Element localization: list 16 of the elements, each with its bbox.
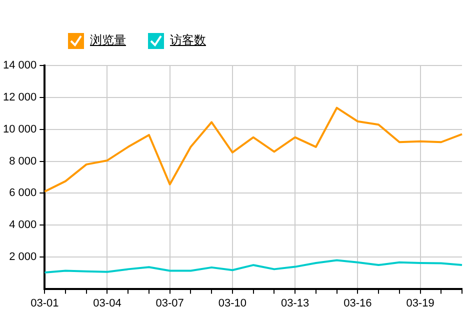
x-tick-label: 03-10 — [218, 297, 247, 310]
y-tick-label: 4 000 — [9, 219, 37, 232]
legend-label: 浏览量 — [90, 32, 126, 49]
x-tick-label: 03-13 — [280, 297, 310, 310]
y-tick-label: 12 000 — [2, 92, 37, 104]
y-tick-label: 2 000 — [9, 250, 37, 263]
y-tick-label: 8 000 — [9, 155, 37, 168]
x-tick-label: 03-07 — [156, 297, 184, 310]
x-tick-label: 03-19 — [406, 297, 434, 310]
x-tick-label: 03-04 — [93, 297, 122, 310]
x-tick-label: 03-01 — [30, 297, 59, 310]
legend-label: 访客数 — [170, 32, 206, 49]
y-tick-label: 14 000 — [2, 60, 37, 72]
y-tick-label: 10 000 — [2, 123, 37, 136]
x-tick-label: 03-16 — [344, 297, 372, 310]
y-tick-label: 6 000 — [9, 187, 37, 200]
